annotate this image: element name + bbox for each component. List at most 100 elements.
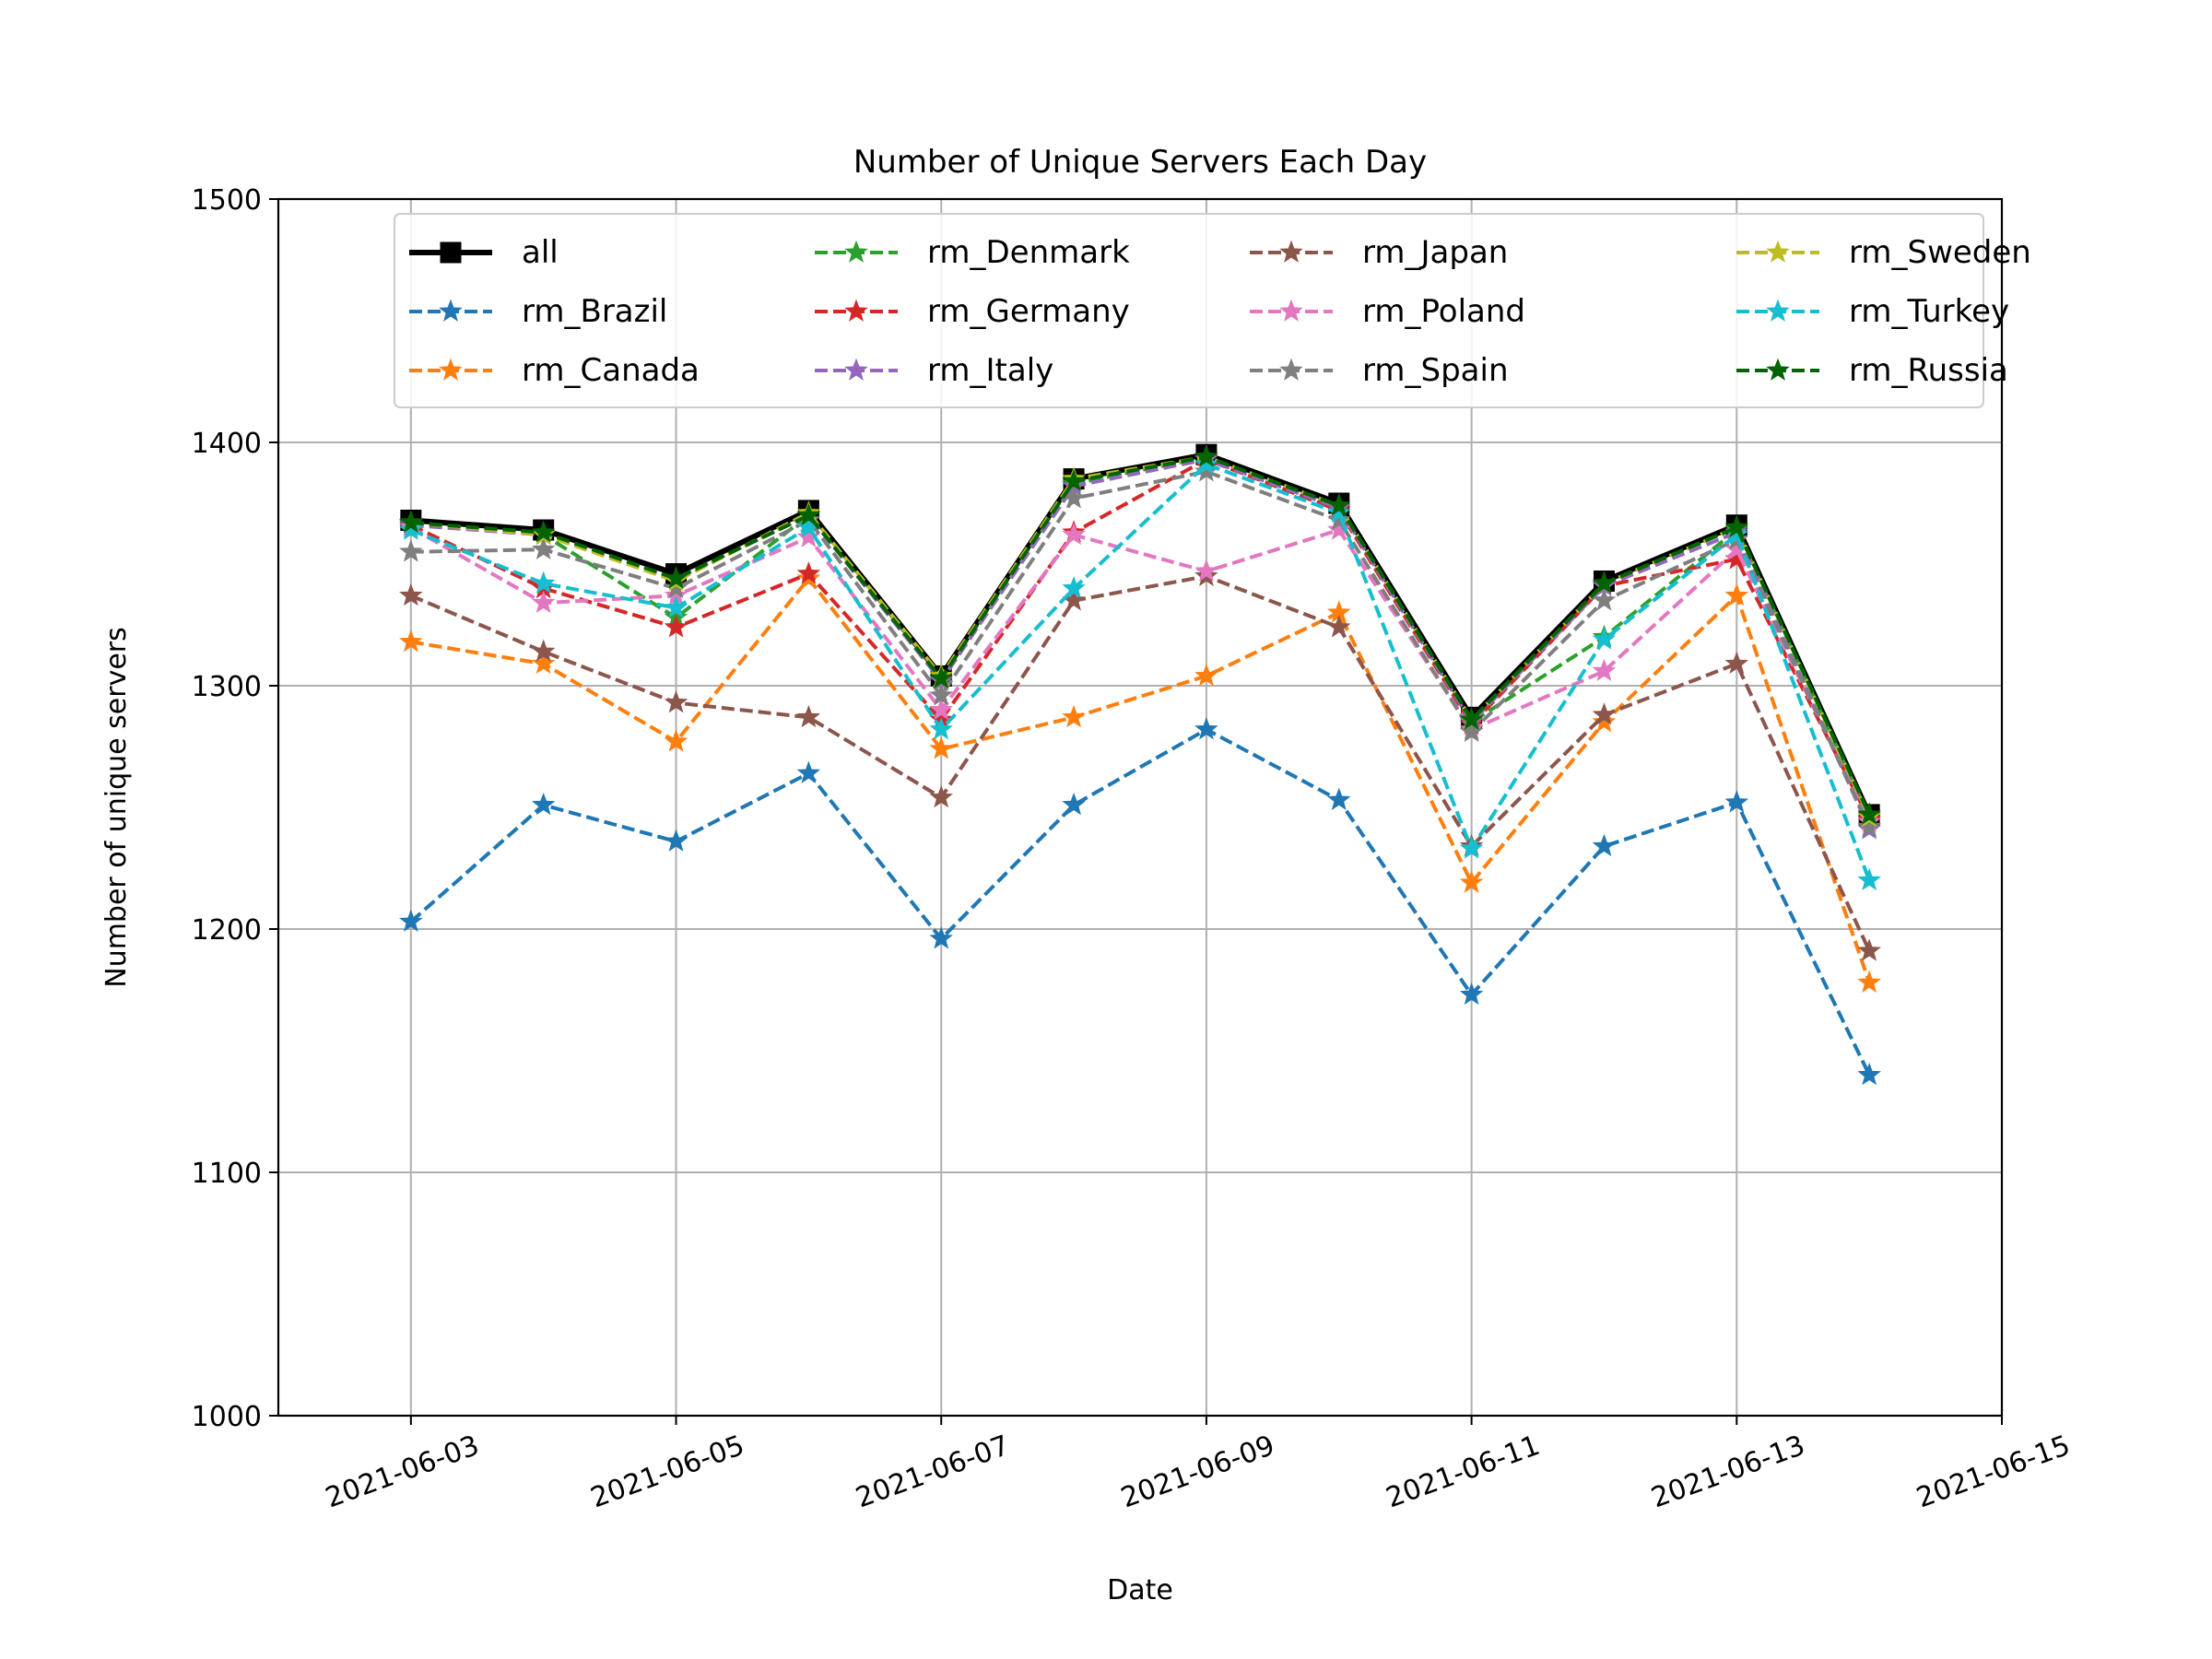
y-axis-label: Number of unique servers [100,627,133,988]
data-point [1194,444,1218,467]
legend-entry-rm_Italy: rm_Italy [815,352,1053,389]
data-point [929,717,953,740]
data-point [399,539,423,562]
data-point [1194,452,1218,475]
data-point [664,690,688,713]
legend-label: rm_Russia [1849,352,2008,389]
data-point [399,517,423,540]
data-point [929,784,953,808]
legend-entry-rm_Sweden: rm_Sweden [1736,234,2031,271]
legend-label: rm_Brazil [522,293,667,330]
y-tick-label: 1000 [192,1401,262,1433]
data-point [1592,702,1617,725]
data-point [1194,663,1218,687]
y-tick-label: 1300 [192,671,262,703]
data-point [1592,833,1617,857]
legend-marker [844,240,868,263]
data-point [929,736,953,759]
data-point [531,792,556,816]
legend-marker [1279,358,1303,381]
legend-label: rm_Spain [1362,352,1509,389]
data-point [1062,522,1086,546]
data-point [664,575,688,599]
legend-label: rm_Canada [522,352,700,389]
data-point [1327,615,1351,638]
series-line [410,576,1872,983]
data-point [1724,790,1749,813]
series-line [410,454,1872,818]
legend-box [394,213,1984,408]
data-point [929,665,953,688]
legend-marker [440,241,462,264]
legend-entry-rm_Brazil: rm_Brazil [409,293,667,330]
data-point [929,683,953,706]
legend-marker [439,358,463,381]
legend-label: rm_Poland [1362,293,1525,330]
legend-entry-rm_Turkey: rm_Turkey [1736,293,2009,330]
data-point [1459,870,1484,893]
series-line [409,727,1871,1077]
legend-entry-rm_Russia: rm_Russia [1736,352,2008,389]
legend-label: all [522,234,559,271]
series-line [410,452,1872,817]
legend-label: rm_Italy [927,352,1053,389]
data-point [1194,717,1218,740]
data-point [664,615,688,638]
series-rm_Brazil [399,717,1881,1086]
legend-marker [439,299,463,322]
series-line [410,469,1872,828]
series-rm_Spain [399,459,1881,837]
data-point [1327,508,1351,531]
data-point [1062,575,1086,599]
legend-marker [1279,299,1303,322]
data-point [664,829,688,852]
legend-entry-rm_Poland: rm_Poland [1250,293,1525,330]
data-point [1062,792,1086,816]
legend-label: rm_Sweden [1849,234,2031,271]
legend-marker [1766,240,1790,263]
y-tick-label: 1500 [192,184,262,217]
data-point [1592,658,1617,682]
data-point [531,639,556,662]
plot-frame [276,197,2004,1418]
data-point [1327,517,1351,540]
legend-marker [844,358,868,381]
legend-marker [1766,358,1790,381]
data-point [929,697,953,721]
x-axis-label: Date [1107,1574,1173,1606]
legend-entry-all: all [409,234,559,271]
data-point [1327,787,1351,810]
data-point [531,651,556,675]
y-tick-label: 1100 [192,1158,262,1190]
data-point [399,510,423,533]
data-point [531,536,556,560]
series-group [399,443,1881,1086]
y-tick-label: 1200 [192,914,262,947]
series-rm_Russia [399,444,1881,825]
chart-title: Number of Unique Servers Each Day [853,144,1427,181]
legend-entry-rm_Denmark: rm_Denmark [815,234,1130,271]
legend-entry-rm_Japan: rm_Japan [1250,234,1508,271]
data-point [1327,500,1351,524]
data-point [796,502,821,526]
legend-label: rm_Japan [1362,234,1508,271]
data-point [664,595,688,618]
data-point [1857,867,1881,891]
data-point [1857,814,1881,837]
data-point [796,524,821,547]
data-point [1724,514,1749,538]
data-point [1062,468,1086,492]
data-point [1592,627,1617,650]
legend-marker [1766,299,1790,322]
data-point [1857,802,1881,825]
data-point [1857,1062,1881,1086]
data-point [531,571,556,594]
data-point [1459,707,1484,730]
legend-marker [844,299,868,322]
data-point [1459,719,1484,743]
data-point [796,561,821,584]
data-point [399,909,423,932]
legend-label: rm_Turkey [1849,293,2009,330]
data-point [1592,710,1617,733]
